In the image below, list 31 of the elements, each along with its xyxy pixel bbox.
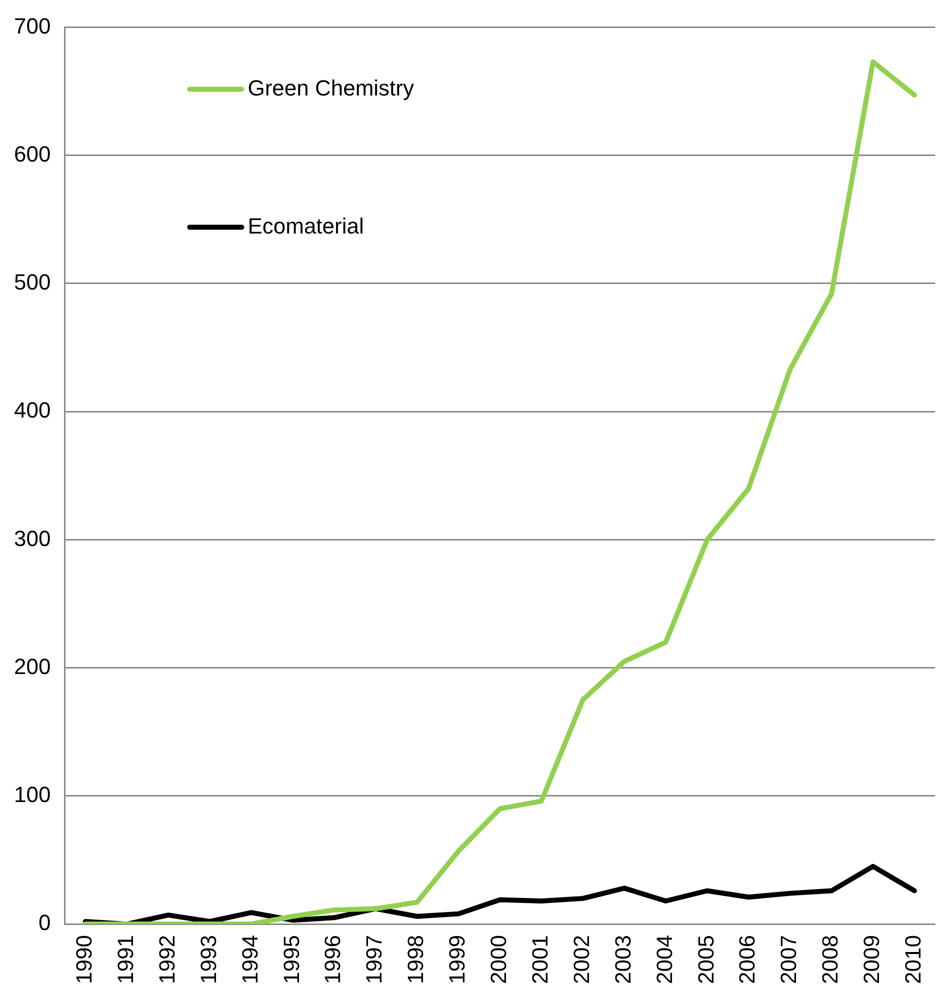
- x-tick-label: 1997: [362, 935, 387, 984]
- x-tick-label: 1994: [237, 935, 262, 984]
- x-tick-label: 2003: [610, 935, 636, 984]
- x-tick-label: 2004: [652, 935, 677, 984]
- y-tick-label: 600: [14, 141, 51, 166]
- legend-label: Green Chemistry: [248, 75, 414, 100]
- x-tick-label: 1999: [444, 935, 470, 984]
- x-tick-label: 2009: [859, 935, 884, 984]
- x-tick-label: 1998: [403, 935, 428, 984]
- y-tick-label: 500: [14, 270, 51, 295]
- y-tick-label: 100: [14, 782, 51, 807]
- y-tick-label: 300: [14, 526, 51, 551]
- y-tick-label: 200: [14, 654, 51, 679]
- y-tick-label: 400: [14, 398, 51, 423]
- x-tick-label: 1993: [196, 935, 221, 984]
- x-tick-label: 1990: [71, 935, 96, 984]
- x-tick-label: 2007: [776, 935, 802, 984]
- x-tick-label: 1991: [112, 935, 138, 984]
- x-tick-label: 1995: [278, 935, 304, 984]
- x-tick-label: 1992: [154, 935, 180, 984]
- x-tick-label: 2010: [900, 935, 926, 984]
- x-tick-label: 2008: [818, 935, 843, 984]
- x-tick-label: 2000: [486, 935, 512, 984]
- x-tick-label: 2002: [568, 935, 594, 984]
- x-tick-label: 2006: [734, 935, 760, 984]
- x-tick-label: 2001: [527, 935, 552, 984]
- y-tick-label: 0: [38, 910, 51, 936]
- legend-label: Ecomaterial: [248, 213, 364, 238]
- y-tick-label: 700: [14, 13, 51, 38]
- x-tick-label: 1996: [320, 935, 346, 984]
- x-tick-label: 2005: [693, 935, 718, 984]
